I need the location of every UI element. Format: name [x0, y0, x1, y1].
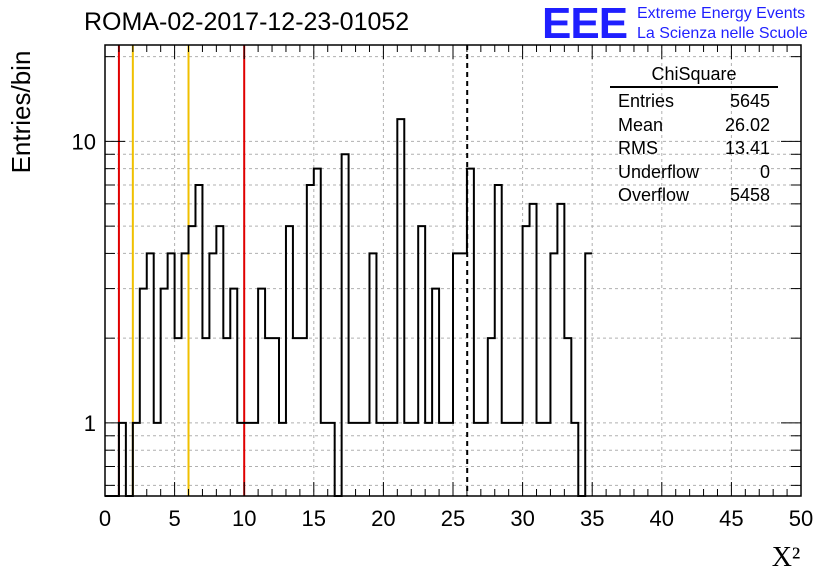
- x-tick-label: 40: [650, 506, 674, 531]
- stats-box: ChiSquare Entries 5645 Mean 26.02 RMS 13…: [610, 64, 778, 208]
- x-tick-label: 15: [302, 506, 326, 531]
- stats-row-mean: Mean 26.02: [610, 114, 778, 138]
- x-tick-label: 45: [719, 506, 743, 531]
- reference-lines: [117, 45, 469, 496]
- stats-row-overflow: Overflow 5458: [610, 184, 778, 208]
- x-tick-label: 0: [99, 506, 111, 531]
- stats-box-title: ChiSquare: [610, 64, 778, 88]
- stats-row-entries: Entries 5645: [610, 90, 778, 114]
- histogram-outline: [105, 118, 593, 497]
- stats-value: 5458: [729, 185, 770, 205]
- logo-line-2: La Scienza nelle Scuole: [637, 25, 808, 42]
- stats-label: RMS: [618, 138, 658, 158]
- chart-title: ROMA-02-2017-12-23-01052: [84, 8, 410, 36]
- stats-label: Entries: [618, 91, 675, 111]
- x-tick-label: 25: [441, 506, 465, 531]
- stats-row-rms: RMS 13.41: [610, 137, 778, 161]
- x-tick-label: 35: [580, 506, 604, 531]
- stats-label: Underflow: [618, 161, 700, 182]
- y-tick-label: 10: [72, 129, 96, 154]
- x-tick-label: 5: [168, 506, 180, 531]
- x-tick-label: 20: [371, 506, 395, 531]
- axis-ticks: [104, 45, 802, 496]
- stats-value: 5645: [729, 91, 770, 111]
- stats-value: 13.41: [724, 138, 770, 158]
- stats-label: Overflow: [618, 185, 690, 205]
- stats-label: Mean: [618, 114, 664, 135]
- x-axis-label: X²: [772, 542, 801, 572]
- stats-row-underflow: Underflow 0: [610, 161, 778, 185]
- x-tick-label: 10: [232, 506, 256, 531]
- eee-logo: EEE: [542, 0, 628, 48]
- x-tick-label: 50: [789, 506, 813, 531]
- tick-labels: 0 5 10 15 20 25 30 35 40 45 50 1 10: [72, 129, 814, 531]
- logo-line-1: Extreme Energy Events: [637, 5, 806, 22]
- stats-value: 0: [759, 161, 770, 182]
- y-tick-label: 1: [84, 411, 96, 436]
- y-axis-label: Entries/bin: [6, 51, 36, 174]
- stats-value: 26.02: [724, 114, 770, 135]
- x-tick-label: 30: [510, 506, 534, 531]
